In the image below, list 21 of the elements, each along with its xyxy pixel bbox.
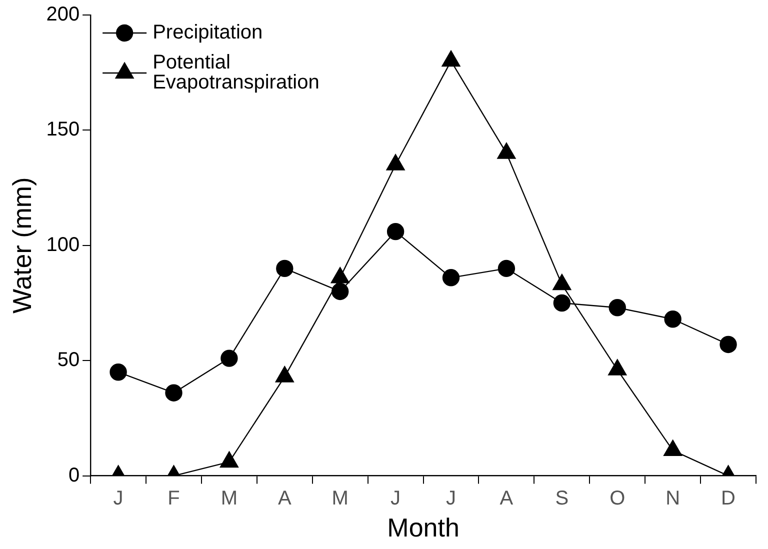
x-tick-label: A [500,487,514,510]
x-tick-label: F [168,487,180,510]
y-tick-label: 150 [46,118,80,141]
y-axis-title: Water (mm) [6,177,37,314]
x-tick-label: J [390,487,401,510]
y-tick-label: 50 [57,349,80,372]
x-tick-label: A [278,487,292,510]
y-tick-label: 200 [46,4,80,26]
legend-label: Potential Evapotranspiration [152,52,320,94]
x-tick-label: N [666,487,680,510]
x-tick-label: O [610,487,626,510]
y-tick-label: 0 [68,464,80,486]
y-tick-label: 100 [46,234,80,256]
x-tick-label: J [446,487,456,510]
x-tick-label: J [113,487,124,510]
legend-label: Precipitation [152,22,263,44]
x-axis-title: Month [387,512,460,543]
x-tick-label: M [220,487,238,510]
x-tick-label: D [721,487,736,510]
x-tick-label: S [555,487,569,510]
x-tick-label: M [332,487,348,510]
